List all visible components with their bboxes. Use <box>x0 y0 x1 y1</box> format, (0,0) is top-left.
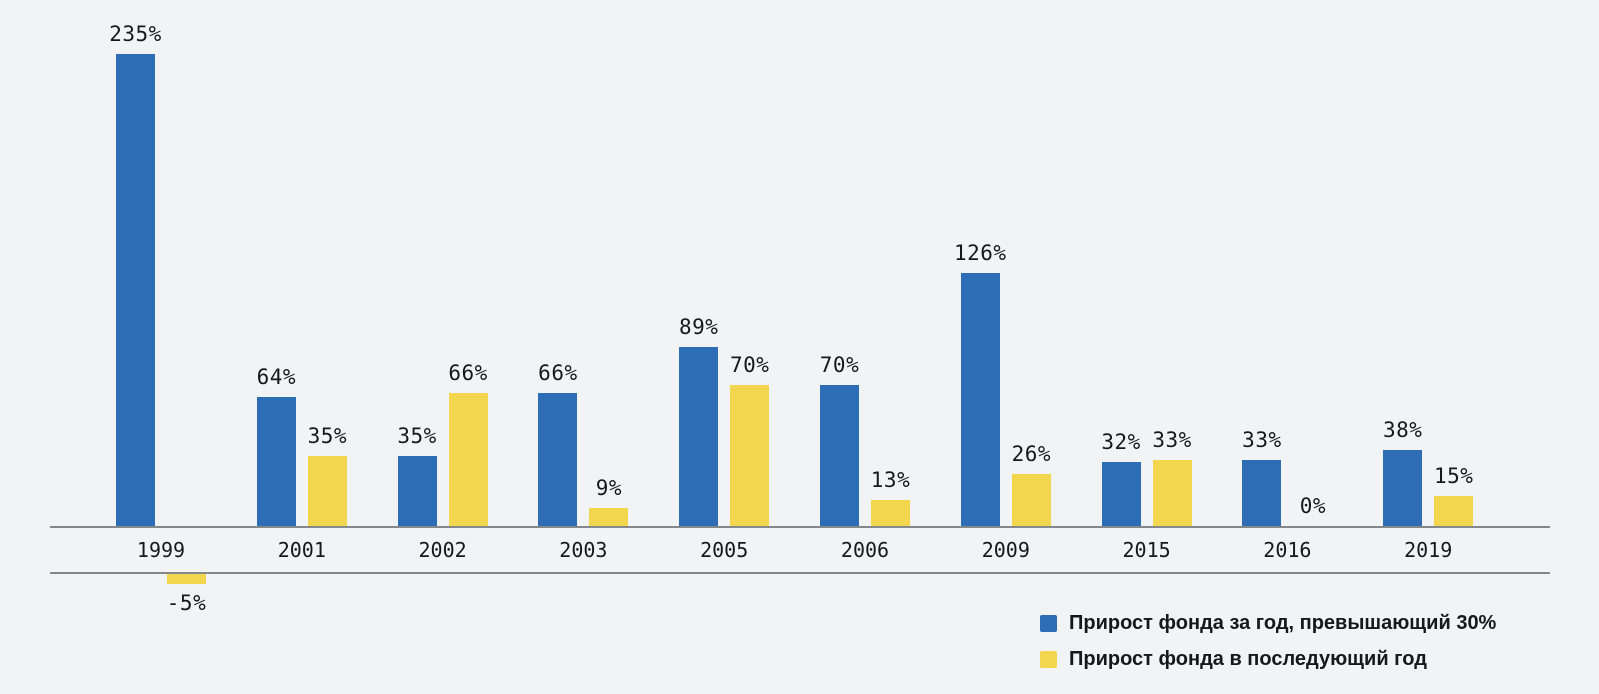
bar-yellow-2006 <box>871 500 910 526</box>
category-label-2003: 2003 <box>559 538 608 562</box>
category-label-2006: 2006 <box>840 538 890 562</box>
value-label-2015-yellow: 33% <box>1152 428 1192 452</box>
value-label-2006-blue: 70% <box>819 353 860 377</box>
bar-blue-2002 <box>397 456 437 526</box>
category-label-2016: 2016 <box>1263 538 1312 562</box>
category-label-2015: 2015 <box>1122 538 1171 562</box>
value-label-2009-yellow: 26% <box>1011 442 1052 466</box>
bar-blue-2006 <box>820 385 859 526</box>
value-label-2001-yellow: 35% <box>307 424 348 448</box>
legend-swatch-yellow-icon <box>1040 651 1057 668</box>
bar-blue-2016 <box>1242 460 1282 526</box>
value-label-2005-yellow: 70% <box>729 353 770 377</box>
bar-blue-2019 <box>1383 450 1423 526</box>
value-label-2002-yellow: 66% <box>448 361 488 385</box>
category-label-2001: 2001 <box>277 538 326 562</box>
legend-item-growth-year: Прирост фонда за год, превышающий 30% <box>1040 612 1496 635</box>
bar-yellow-2015 <box>1152 460 1192 526</box>
value-label-2019-yellow: 15% <box>1433 464 1474 488</box>
value-label-2019-blue: 38% <box>1382 418 1423 442</box>
bar-blue-1999 <box>116 54 155 526</box>
bar-yellow-2003 <box>589 508 629 526</box>
legend-label: Прирост фонда за год, превышающий 30% <box>1069 612 1497 634</box>
value-label-2002-blue: 35% <box>397 424 437 448</box>
value-label-2005-blue: 89% <box>678 315 719 339</box>
bar-blue-2001 <box>256 397 296 526</box>
value-label-1999-blue: 235% <box>109 22 162 46</box>
category-label-2019: 2019 <box>1404 538 1453 562</box>
category-label-2002: 2002 <box>418 538 467 562</box>
value-label-2009-blue: 126% <box>954 241 1007 265</box>
value-label-2003-yellow: 9% <box>595 476 623 500</box>
legend-label: Прирост фонда в последующий год <box>1069 648 1427 670</box>
value-label-2006-yellow: 13% <box>870 468 911 492</box>
x-axis-zero-line <box>50 526 1550 528</box>
bar-yellow-2019 <box>1434 496 1474 526</box>
legend-swatch-blue-icon <box>1040 615 1057 632</box>
bar-yellow-2001 <box>307 456 347 526</box>
value-label-2015-blue: 32% <box>1101 430 1141 454</box>
bar-blue-2015 <box>1101 462 1141 526</box>
bar-yellow-1999-negative <box>167 574 206 584</box>
category-label-1999: 1999 <box>136 538 186 562</box>
value-label-1999-yellow: -5% <box>166 591 207 615</box>
category-label-2005: 2005 <box>700 538 749 562</box>
legend-item-following-year: Прирост фонда в последующий год <box>1040 648 1496 671</box>
category-label-2009: 2009 <box>981 538 1030 562</box>
value-label-2016-yellow: 0% <box>1299 494 1327 518</box>
bar-blue-2003 <box>538 393 578 526</box>
x-axis-lower-line <box>50 572 1550 574</box>
bar-blue-2009 <box>960 273 1000 526</box>
value-label-2001-blue: 64% <box>256 365 297 389</box>
bar-blue-2005 <box>679 347 719 526</box>
bar-yellow-2005 <box>730 385 770 526</box>
value-label-2003-blue: 66% <box>538 361 578 385</box>
bar-yellow-2002 <box>448 393 488 526</box>
value-label-2016-blue: 33% <box>1242 428 1282 452</box>
bar-yellow-2009 <box>1011 474 1051 526</box>
legend: Прирост фонда за год, превышающий 30% Пр… <box>1040 612 1496 684</box>
